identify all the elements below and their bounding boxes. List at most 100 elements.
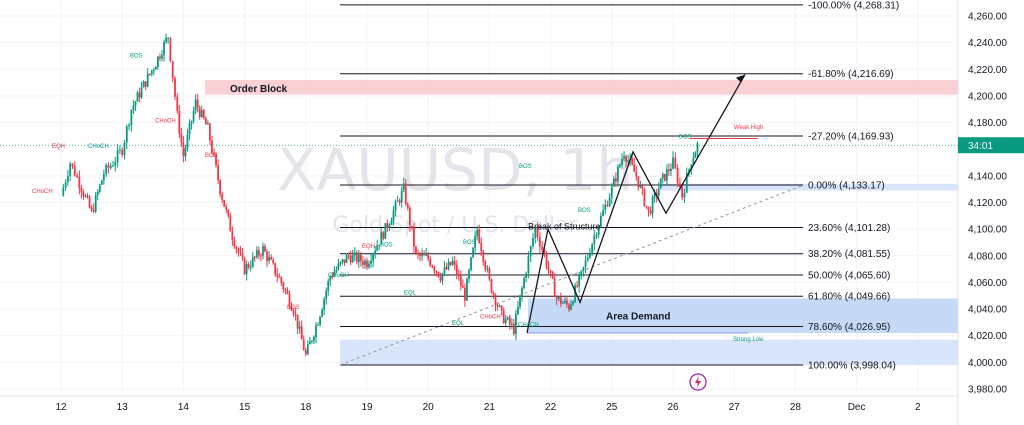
candle-body	[255, 250, 258, 257]
candle-body	[136, 92, 139, 102]
candle-body	[132, 105, 135, 110]
candle-body	[114, 161, 117, 166]
price-tick-label: 4,060.00	[968, 278, 1007, 289]
candle-body	[198, 107, 201, 117]
candle-body	[396, 200, 399, 202]
candle-body	[610, 186, 613, 198]
candle-body	[425, 254, 428, 256]
candle-body	[466, 278, 468, 301]
candle-body	[266, 251, 268, 261]
zigzag-projection	[526, 74, 746, 334]
candle-body	[184, 148, 187, 157]
candle-body	[566, 300, 568, 305]
candle-body	[435, 271, 438, 273]
candle-body	[96, 191, 99, 196]
candle-body	[378, 244, 381, 246]
candle-body	[196, 99, 199, 108]
candle-body	[134, 101, 137, 106]
candle-body	[112, 165, 114, 167]
candle-body	[672, 157, 674, 169]
candle-body	[492, 292, 495, 295]
candle-body	[510, 323, 513, 325]
candle-body	[190, 121, 193, 124]
candle-body	[543, 249, 546, 255]
candle-body	[392, 210, 395, 221]
candle-body	[563, 300, 566, 303]
candle-body	[150, 70, 153, 75]
candle-body	[651, 197, 654, 214]
candle-body	[331, 276, 334, 278]
fib-label: -61.80% (4,216.69)	[808, 69, 894, 80]
candle-body	[362, 261, 364, 265]
time-tick-label: Dec	[848, 402, 866, 413]
structure-label: BOS	[130, 53, 143, 59]
candle-body	[202, 110, 205, 119]
candle-body	[427, 254, 430, 259]
candle-body	[643, 188, 646, 206]
candle-body	[549, 270, 552, 272]
candle-body	[308, 341, 311, 345]
candle-body	[532, 238, 534, 247]
candle-body	[591, 244, 594, 254]
candle-body	[353, 252, 356, 255]
candle-body	[311, 340, 313, 342]
candle-body	[692, 158, 695, 165]
candle-body	[229, 215, 232, 232]
time-tick-label: 22	[545, 402, 557, 413]
price-badge	[958, 137, 1024, 154]
candle-body	[472, 247, 474, 258]
candle-body	[665, 169, 668, 181]
candle-body	[515, 313, 517, 334]
candle-body	[496, 305, 499, 307]
candle-body	[327, 281, 330, 291]
candle-body	[470, 257, 472, 271]
candle-body	[670, 168, 672, 171]
candle-body	[631, 158, 634, 165]
candle-body	[186, 134, 189, 149]
structure-label: BOS	[519, 164, 532, 170]
candle-body	[523, 278, 525, 289]
candle-body	[105, 165, 108, 175]
structure-label: BOS	[463, 240, 476, 246]
structure-label: EQH	[52, 144, 65, 150]
time-tick-label: 12	[55, 402, 67, 413]
candle-body	[98, 184, 101, 192]
price-tick-label: 3,980.00	[968, 385, 1007, 396]
candle-body	[384, 223, 387, 239]
candle-body	[553, 278, 556, 298]
candle-body	[663, 173, 666, 181]
candle-body	[517, 306, 519, 314]
candle-body	[570, 304, 572, 310]
price-tick-label: 4,040.00	[968, 305, 1007, 316]
candle-body	[429, 258, 432, 266]
candle-body	[188, 123, 191, 135]
candle-body	[294, 314, 297, 316]
candle-body	[270, 257, 273, 260]
candle-body	[268, 257, 270, 261]
area-demand-label: Area Demand	[606, 312, 670, 323]
candle-body	[280, 277, 283, 283]
candle-body	[235, 247, 238, 249]
candle-body	[482, 251, 485, 262]
candle-body	[109, 165, 112, 168]
candle-body	[578, 275, 581, 287]
candle-body	[512, 323, 515, 334]
candle-body	[165, 37, 167, 42]
candle-body	[529, 246, 532, 257]
candle-body	[92, 209, 95, 212]
structure-label: BOS	[287, 305, 300, 311]
candle-body	[690, 164, 693, 170]
candle-body	[204, 118, 207, 125]
candle-body	[639, 185, 642, 188]
candle-body	[614, 178, 617, 182]
candle-body	[536, 227, 539, 238]
candle-body	[257, 250, 260, 256]
time-tick-label: 27	[729, 402, 741, 413]
zone-rect	[660, 183, 958, 191]
candle-body	[599, 215, 602, 227]
candle-body	[674, 157, 677, 168]
candle-body	[547, 266, 550, 271]
candle-body	[130, 109, 133, 126]
candle-body	[433, 267, 436, 272]
candle-body	[292, 310, 295, 315]
